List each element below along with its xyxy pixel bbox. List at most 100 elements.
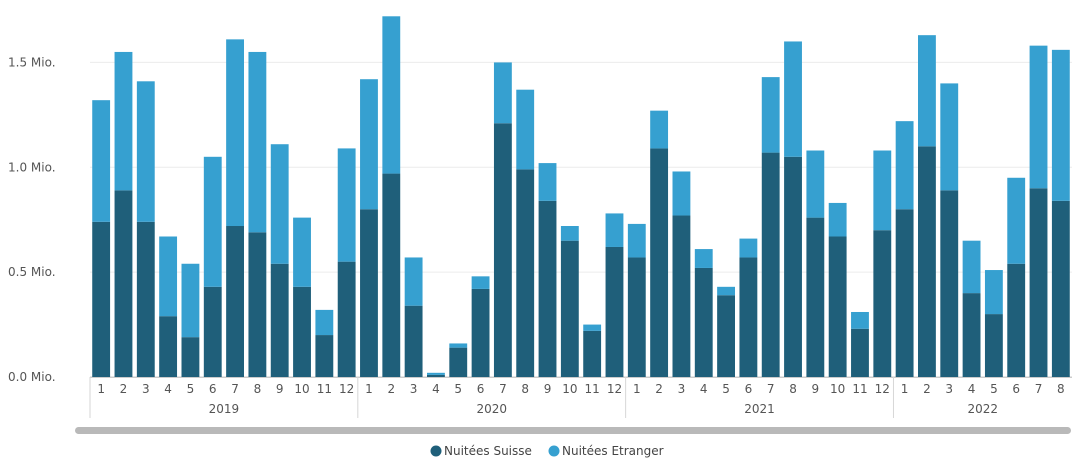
bar-etranger — [739, 238, 758, 258]
x-tick-label: 2 — [120, 382, 128, 396]
bar-etranger — [136, 81, 155, 222]
bar-etranger — [1051, 49, 1070, 201]
bar-suisse — [761, 152, 780, 377]
bar-etranger — [627, 223, 646, 258]
x-tick-label: 2 — [655, 382, 663, 396]
bar-suisse — [159, 316, 178, 377]
bar-suisse — [471, 288, 490, 377]
bar-etranger — [471, 276, 490, 289]
year-label: 2020 — [476, 402, 507, 416]
bar-suisse — [828, 236, 847, 377]
year-label: 2021 — [744, 402, 775, 416]
bar-etranger — [404, 257, 423, 306]
x-tick-label: 9 — [544, 382, 552, 396]
bar-suisse — [270, 263, 289, 377]
x-tick-label: 9 — [812, 382, 820, 396]
bar-suisse — [895, 209, 914, 377]
bar-suisse — [940, 190, 959, 377]
bar-suisse — [717, 295, 735, 377]
bar-suisse — [92, 221, 111, 377]
x-tick-label: 4 — [432, 382, 440, 396]
y-tick-label: 0.5 Mio. — [8, 265, 56, 279]
bar-etranger — [694, 249, 713, 268]
bar-etranger — [181, 263, 200, 338]
bar-suisse — [382, 173, 401, 377]
legend-label: Nuitées Suisse — [444, 444, 532, 458]
bar-etranger — [382, 16, 401, 174]
bar-suisse — [427, 374, 445, 377]
bar-suisse — [984, 314, 1003, 377]
x-tick-label: 5 — [990, 382, 998, 396]
bar-etranger — [1007, 177, 1026, 264]
x-tick-label: 7 — [1035, 382, 1043, 396]
x-tick-label: 11 — [852, 382, 867, 396]
legend-marker — [430, 445, 442, 457]
bar-etranger — [516, 89, 535, 170]
bar-etranger — [248, 51, 267, 233]
bar-etranger — [761, 77, 780, 153]
x-tick-label: 2 — [387, 382, 395, 396]
bar-suisse — [516, 169, 535, 377]
x-tick-label: 1 — [97, 382, 105, 396]
x-tick-label: 3 — [142, 382, 150, 396]
x-tick-label: 3 — [945, 382, 953, 396]
bar-etranger — [583, 324, 602, 331]
bar-suisse — [1007, 263, 1026, 377]
y-tick-label: 0.0 Mio. — [8, 370, 56, 384]
bar-suisse — [449, 347, 468, 377]
scrollbar-thumb[interactable] — [75, 427, 1071, 434]
bar-etranger — [940, 83, 959, 191]
bar-suisse — [962, 293, 981, 377]
bar-suisse — [360, 209, 378, 377]
bar-etranger — [828, 202, 847, 237]
x-tick-label: 5 — [722, 382, 730, 396]
bar-suisse — [315, 335, 334, 377]
bar-suisse — [627, 257, 646, 377]
x-tick-label: 10 — [830, 382, 845, 396]
x-tick-label: 5 — [187, 382, 195, 396]
bar-etranger — [293, 217, 311, 287]
bar-suisse — [538, 200, 557, 377]
bar-etranger — [360, 79, 378, 210]
bar-etranger — [427, 372, 445, 375]
x-tick-label: 6 — [1012, 382, 1020, 396]
bar-etranger — [672, 171, 691, 216]
bar-suisse — [560, 240, 579, 377]
x-tick-label: 6 — [477, 382, 485, 396]
bar-suisse — [650, 148, 669, 377]
x-tick-label: 12 — [607, 382, 622, 396]
bar-etranger — [92, 100, 111, 222]
legend-label: Nuitées Etranger — [562, 444, 664, 458]
bar-etranger — [538, 163, 557, 201]
bar-suisse — [293, 286, 311, 377]
bar-etranger — [315, 309, 334, 336]
year-label: 2022 — [967, 402, 998, 416]
bar-etranger — [449, 343, 468, 348]
bar-suisse — [493, 123, 512, 377]
bar-etranger — [203, 156, 222, 287]
x-tick-label: 7 — [499, 382, 507, 396]
legend: Nuitées Suisse Nuitées Etranger — [430, 444, 664, 458]
bar-suisse — [181, 337, 200, 377]
x-tick-label: 7 — [231, 382, 239, 396]
bar-suisse — [226, 226, 244, 377]
x-tick-label: 1 — [365, 382, 373, 396]
y-axis: 0.0 Mio. 0.5 Mio. 1.0 Mio. 1.5 Mio. — [8, 55, 56, 384]
x-tick-label: 8 — [254, 382, 262, 396]
bar-etranger — [851, 311, 869, 329]
bar-suisse — [605, 246, 624, 377]
bar-suisse — [203, 286, 222, 377]
bar-suisse — [1051, 200, 1070, 377]
bars — [92, 16, 1070, 377]
x-tick-label: 5 — [454, 382, 462, 396]
x-tick-label: 9 — [276, 382, 284, 396]
x-tick-label: 8 — [789, 382, 797, 396]
bar-suisse — [583, 330, 602, 377]
x-tick-label: 6 — [209, 382, 217, 396]
bar-suisse — [136, 221, 155, 377]
horizontal-scrollbar[interactable] — [75, 427, 1071, 434]
x-tick-label: 10 — [562, 382, 577, 396]
bar-etranger — [337, 148, 356, 262]
bar-suisse — [873, 230, 892, 377]
bar-suisse — [784, 156, 802, 377]
